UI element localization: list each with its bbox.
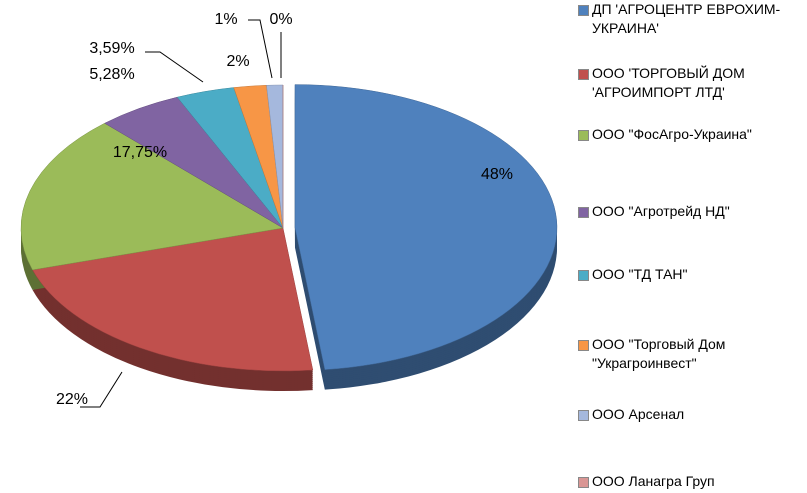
legend-label: ООО Арсенал <box>592 406 685 422</box>
legend-entry: ООО "ФосАгро-Украина" <box>578 125 800 144</box>
leader-line <box>80 371 123 408</box>
legend-label: ДП 'АГРОЦЕНТР ЕВРОХИМ-УКРАИНА' <box>592 1 781 36</box>
legend-entry: ООО "Торговый Дом "Украгроинвест" <box>578 335 800 373</box>
legend-label: ООО 'ТОРГОВЫЙ ДОМ 'АГРОИМПОРТ ЛТД' <box>592 65 745 100</box>
legend-entry: ООО Ланагра Груп <box>578 472 800 491</box>
legend-swatch <box>578 130 589 141</box>
leader-line <box>145 51 204 83</box>
legend-swatch <box>578 410 589 421</box>
legend-label: ООО "ТД ТАН" <box>592 266 688 282</box>
data-label: 17,75% <box>113 144 167 161</box>
legend-entry: ООО 'ТОРГОВЫЙ ДОМ 'АГРОИМПОРТ ЛТД' <box>578 64 800 102</box>
legend-swatch <box>578 270 589 281</box>
legend-label: ООО "Торговый Дом "Украгроинвест" <box>592 336 726 371</box>
slice <box>20 122 284 271</box>
leader-line <box>248 19 273 79</box>
slice <box>32 227 314 372</box>
legend-entry: ООО "Агротрейд НД" <box>578 202 800 221</box>
legend-swatch <box>578 207 589 218</box>
data-label: 22% <box>56 391 88 408</box>
data-label: 1% <box>214 11 237 28</box>
legend-entry: ООО "ТД ТАН" <box>578 265 800 284</box>
legend-swatch <box>578 477 589 488</box>
data-label: 48% <box>481 166 513 183</box>
legend-label: ООО "Агротрейд НД" <box>592 203 730 219</box>
legend-entry: ООО Арсенал <box>578 405 800 424</box>
legend-swatch <box>578 69 589 80</box>
data-label: 2% <box>226 53 249 70</box>
data-label: 3,59% <box>89 40 134 57</box>
legend-swatch <box>578 5 589 16</box>
slice <box>294 84 558 370</box>
data-label: 5,28% <box>89 66 134 83</box>
legend-swatch <box>578 340 589 351</box>
legend-entry: ДП 'АГРОЦЕНТР ЕВРОХИМ-УКРАИНА' <box>578 0 800 38</box>
data-label: 0% <box>269 11 292 28</box>
pie-area: 48% 22% 17,75% 5,28% 3,59% 2% 1% 0% <box>20 11 558 408</box>
legend-label: ООО Ланагра Груп <box>592 473 715 489</box>
legend-label: ООО "ФосАгро-Украина" <box>592 126 752 142</box>
